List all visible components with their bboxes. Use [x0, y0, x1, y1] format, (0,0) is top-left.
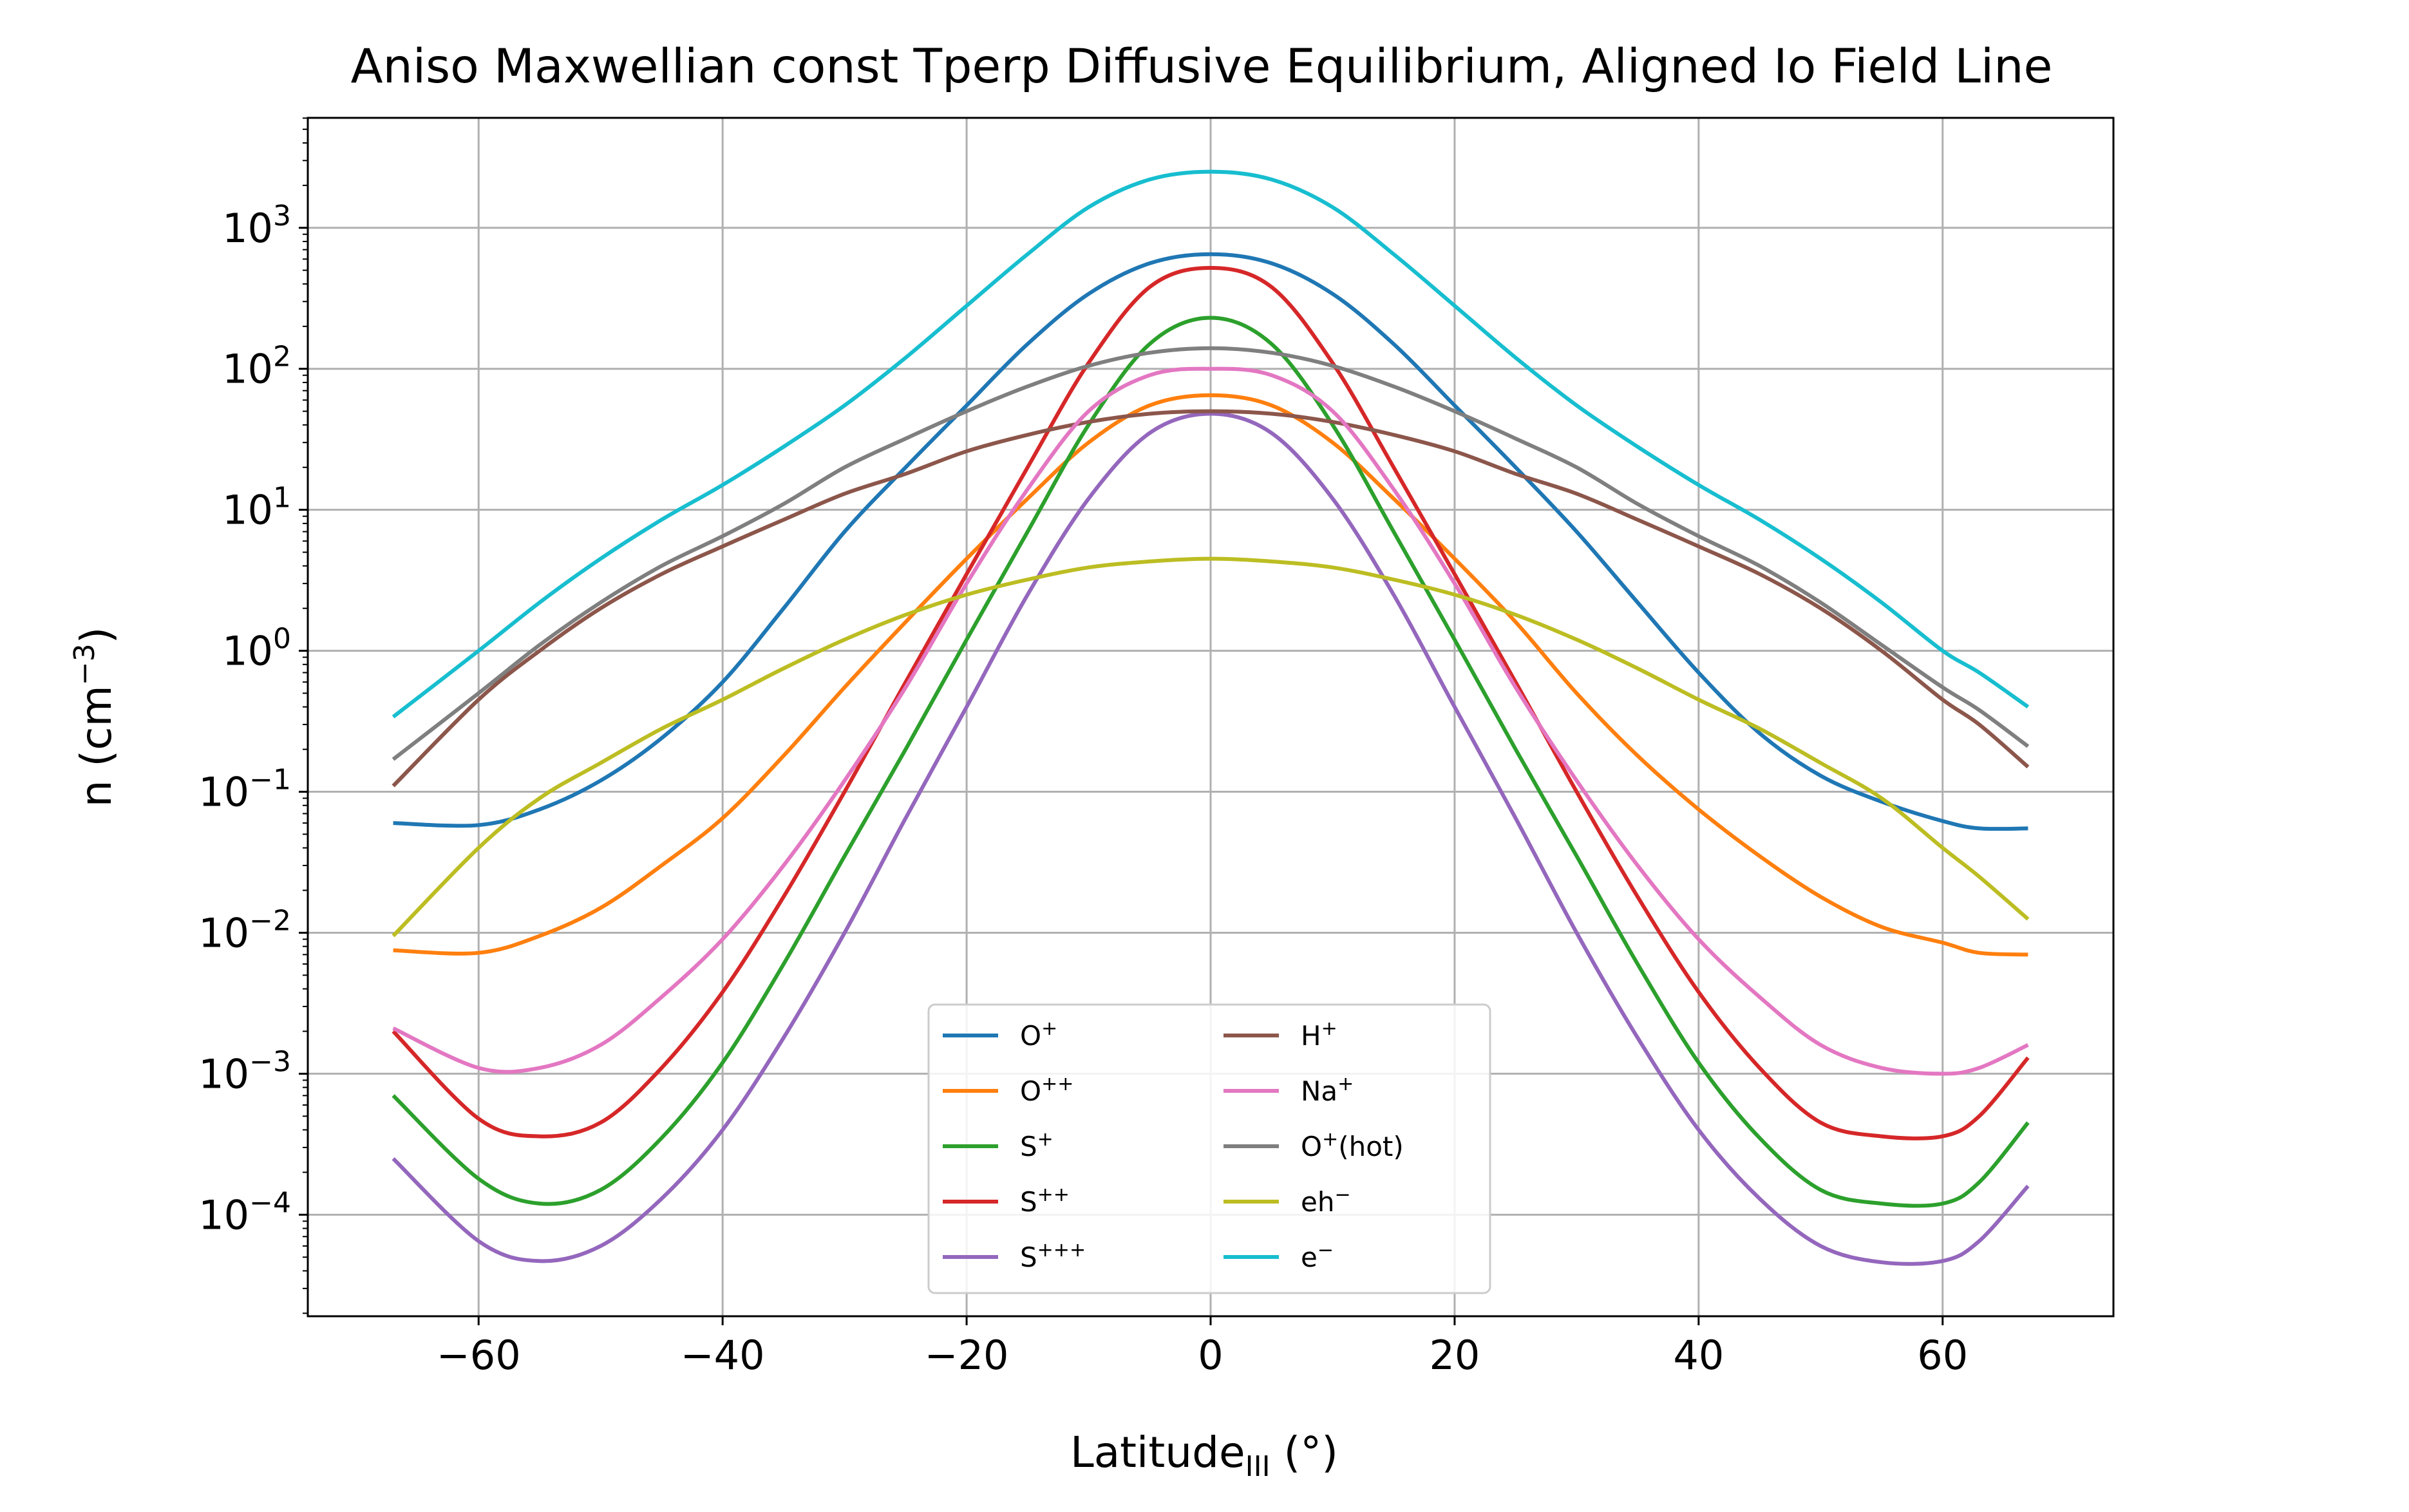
- x-tick-label: 60: [1917, 1332, 1968, 1379]
- legend-label: H+: [1301, 1017, 1337, 1052]
- x-axis-label: LatitudeIII (°): [1070, 1428, 1338, 1483]
- x-tick-label: −20: [925, 1332, 1009, 1379]
- legend-label: e−: [1301, 1239, 1334, 1273]
- legend-label: O+(hot): [1301, 1128, 1404, 1162]
- legend-label: S++: [1020, 1184, 1070, 1218]
- legend-label: eh−: [1301, 1184, 1351, 1218]
- series-line-9: [392, 169, 2030, 719]
- x-tick-label: 40: [1673, 1332, 1724, 1379]
- legend-label: S+++: [1020, 1239, 1086, 1273]
- series-line-2: [392, 316, 2030, 1208]
- series-line-3: [392, 266, 2030, 1140]
- x-tick-label: −40: [681, 1332, 765, 1379]
- legend-box: [927, 1003, 1491, 1294]
- series-lines: [392, 169, 2030, 1266]
- series-line-4: [392, 411, 2030, 1266]
- y-tick-label: 103: [222, 200, 291, 252]
- y-tick-label: 101: [222, 482, 291, 534]
- y-tick-label: 102: [222, 341, 291, 393]
- y-tick-label: 10−2: [198, 904, 291, 956]
- legend-label: O++: [1020, 1073, 1073, 1107]
- series-line-5: [392, 409, 2030, 788]
- legend-label: S+: [1020, 1128, 1053, 1162]
- ticks: −60 −40 −20 0 20 40 60 10−4 10−3 10−2 10−1 100 101 10…: [198, 117, 1968, 1379]
- x-tick-label: 0: [1198, 1332, 1223, 1379]
- series-line-1: [393, 393, 2028, 957]
- chart-title: Aniso Maxwellian const Tperp Diffusive E…: [351, 39, 2053, 94]
- x-tick-label: −60: [437, 1332, 521, 1379]
- y-axis-label: n (cm−3): [68, 627, 121, 808]
- series-line-0: [393, 252, 2028, 831]
- series-line-7: [392, 346, 2030, 761]
- y-tick-label: 10−1: [198, 764, 291, 816]
- y-tick-label: 10−4: [198, 1186, 291, 1238]
- legend-label: Na+: [1301, 1073, 1354, 1107]
- x-tick-label: 20: [1429, 1332, 1480, 1379]
- y-tick-label: 10−3: [198, 1045, 291, 1097]
- series-line-8: [392, 556, 2030, 938]
- series-line-6: [392, 366, 2029, 1076]
- legend-label: O+: [1020, 1017, 1057, 1052]
- y-tick-label: 100: [222, 623, 291, 675]
- legend: O+ O++ S+ S++ S+++ H+ Na+ O+(hot) eh− e−: [927, 1003, 1491, 1294]
